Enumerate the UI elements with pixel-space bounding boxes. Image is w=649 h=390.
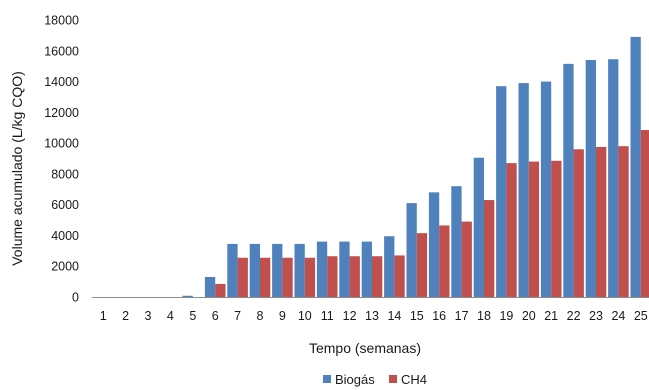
x-tick-label: 10 [298, 309, 312, 323]
bar-ch4-7 [237, 257, 248, 297]
bars-group [182, 36, 649, 298]
bar-ch4-6 [215, 283, 226, 297]
legend: Biogás CH4 [323, 372, 427, 387]
x-tick-label: 19 [499, 309, 513, 323]
bar-biogas-13 [361, 241, 372, 297]
x-tick-label: 6 [212, 309, 219, 323]
bar-ch4-16 [439, 225, 450, 297]
bar-ch4-9 [282, 257, 293, 297]
bar-biogas-20 [518, 83, 529, 297]
bar-ch4-22 [573, 149, 584, 297]
x-tick-label: 21 [544, 309, 558, 323]
x-tick-label: 3 [145, 309, 152, 323]
x-tick-labels: 1 2 3 4 5 6 7 8 9 10 11 12 13 14 15 16 17 18 19 20 21 22 23 24 2… [100, 309, 648, 323]
x-tick-label: 2 [122, 309, 129, 323]
bar-biogas-8 [249, 243, 260, 297]
x-tick-label: 18 [477, 309, 491, 323]
x-tick-label: 17 [455, 309, 469, 323]
y-tick-label: 16000 [44, 44, 79, 58]
legend-swatch-ch4 [389, 375, 397, 383]
x-tick-label: 11 [321, 309, 334, 323]
bar-biogas-9 [272, 243, 283, 297]
x-tick-label: 16 [432, 309, 446, 323]
bar-biogas-17 [451, 186, 462, 297]
bar-biogas-25 [630, 36, 641, 298]
bar-biogas-5 [182, 295, 193, 297]
y-tick-label: 0 [72, 291, 79, 305]
x-tick-label: 14 [387, 309, 401, 323]
bar-ch4-14 [394, 255, 405, 297]
x-tick-label: 7 [234, 309, 241, 323]
bar-biogas-16 [428, 192, 440, 297]
x-tick-label: 4 [167, 309, 174, 323]
y-tick-label: 6000 [51, 198, 79, 212]
bar-ch4-12 [349, 256, 360, 297]
y-tick-label: 2000 [51, 260, 79, 274]
bar-biogas-14 [384, 236, 395, 297]
bar-biogas-11 [316, 241, 328, 297]
bar-ch4-21 [551, 160, 562, 297]
bar-ch4-23 [596, 146, 607, 297]
bar-ch4-25 [640, 130, 649, 297]
bar-biogas-19 [496, 86, 507, 297]
bar-biogas-6 [204, 276, 216, 297]
x-tick-label: 13 [365, 309, 379, 323]
bar-biogas-18 [473, 157, 484, 297]
x-tick-label: 24 [611, 309, 625, 323]
bar-ch4-11 [327, 256, 338, 297]
y-tick-label: 4000 [51, 229, 79, 243]
y-tick-label: 10000 [44, 137, 79, 151]
y-axis-title: Volume acumulado (L/kg CQO) [9, 71, 25, 266]
y-tick-label: 12000 [44, 106, 79, 120]
y-tick-label: 8000 [51, 167, 79, 181]
y-tick-label: 18000 [44, 14, 79, 28]
bar-ch4-8 [260, 257, 271, 297]
legend-label-biogas: Biogás [335, 372, 375, 387]
x-tick-label: 1 [100, 309, 107, 323]
bar-biogas-22 [563, 63, 574, 297]
bar-ch4-17 [461, 221, 472, 297]
x-tick-label: 15 [410, 309, 424, 323]
legend-swatch-biogas [323, 375, 331, 383]
bar-biogas-10 [294, 243, 305, 297]
bar-ch4-18 [484, 200, 495, 297]
bar-ch4-24 [618, 146, 629, 297]
x-tick-label: 5 [189, 309, 196, 323]
bar-biogas-23 [585, 60, 596, 298]
y-tick-labels: 0 2000 4000 6000 8000 10000 12000 14000 16000 180… [44, 14, 79, 305]
bar-ch4-10 [304, 257, 316, 297]
legend-label-ch4: CH4 [401, 372, 427, 387]
bar-biogas-15 [406, 203, 417, 297]
x-tick-label: 25 [634, 309, 648, 323]
x-tick-label: 20 [522, 309, 536, 323]
x-tick-label: 8 [257, 309, 264, 323]
bar-ch4-15 [416, 233, 428, 297]
bar-ch4-19 [506, 163, 517, 297]
bar-ch4-13 [372, 256, 383, 297]
bar-biogas-7 [227, 243, 238, 297]
x-tick-label: 23 [589, 309, 603, 323]
x-axis-title: Tempo (semanas) [309, 340, 421, 356]
x-tick-label: 22 [567, 309, 581, 323]
x-tick-label: 12 [343, 309, 357, 323]
x-tick-label: 9 [279, 309, 286, 323]
bar-ch4-20 [528, 161, 540, 297]
bar-biogas-24 [608, 59, 619, 297]
y-tick-label: 14000 [44, 75, 79, 89]
bar-biogas-21 [540, 81, 552, 297]
bar-biogas-12 [339, 241, 350, 297]
